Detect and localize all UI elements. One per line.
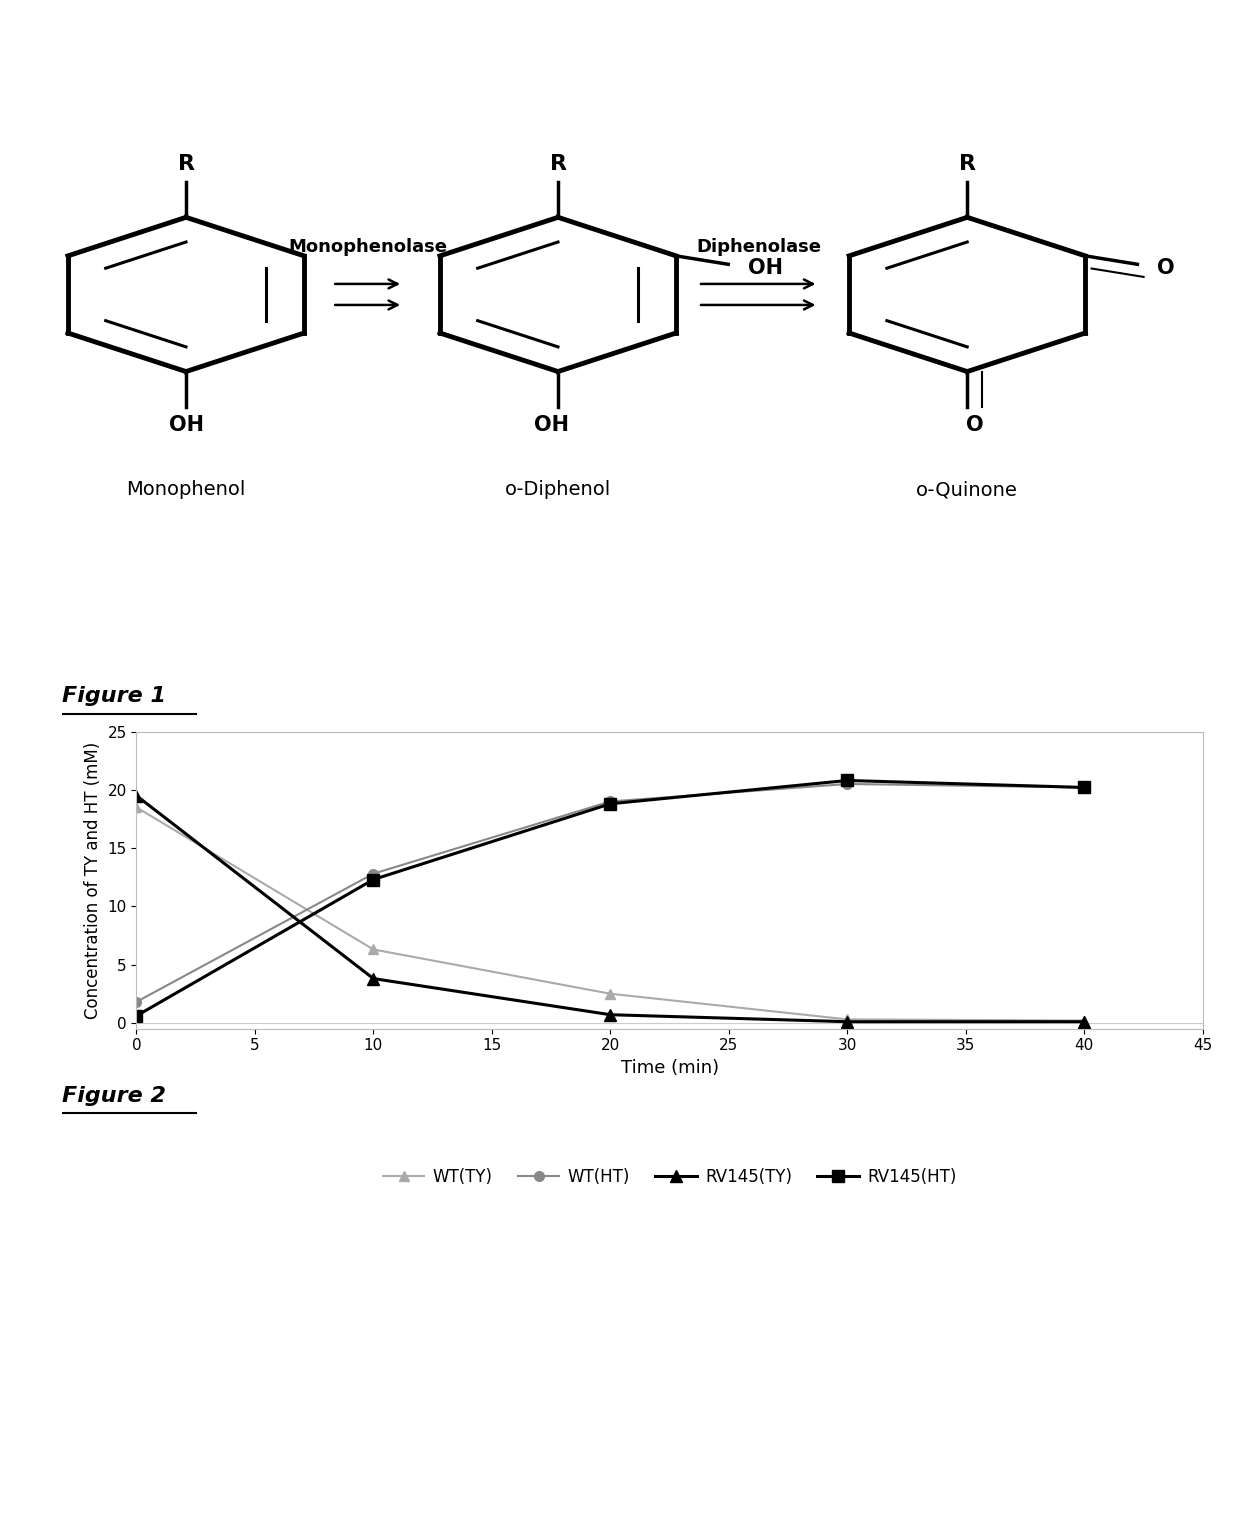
Text: o-Diphenol: o-Diphenol: [505, 480, 611, 500]
Text: o-Quinone: o-Quinone: [916, 480, 1018, 500]
Text: Figure 2: Figure 2: [62, 1085, 166, 1106]
Text: O: O: [966, 415, 983, 434]
Text: O: O: [1157, 259, 1174, 279]
Y-axis label: Concentration of TY and HT (mM): Concentration of TY and HT (mM): [84, 742, 102, 1018]
Text: Monophenolase: Monophenolase: [289, 238, 448, 256]
Legend: WT(TY), WT(HT), RV145(TY), RV145(HT): WT(TY), WT(HT), RV145(TY), RV145(HT): [376, 1161, 963, 1193]
X-axis label: Time (min): Time (min): [620, 1059, 719, 1077]
Text: Figure 1: Figure 1: [62, 686, 166, 707]
Text: OH: OH: [748, 259, 782, 279]
Text: OH: OH: [169, 415, 203, 434]
Text: R: R: [959, 154, 976, 174]
Text: R: R: [177, 154, 195, 174]
Text: Monophenol: Monophenol: [126, 480, 246, 500]
Text: R: R: [549, 154, 567, 174]
Text: Diphenolase: Diphenolase: [697, 238, 821, 256]
Text: OH: OH: [534, 415, 569, 434]
